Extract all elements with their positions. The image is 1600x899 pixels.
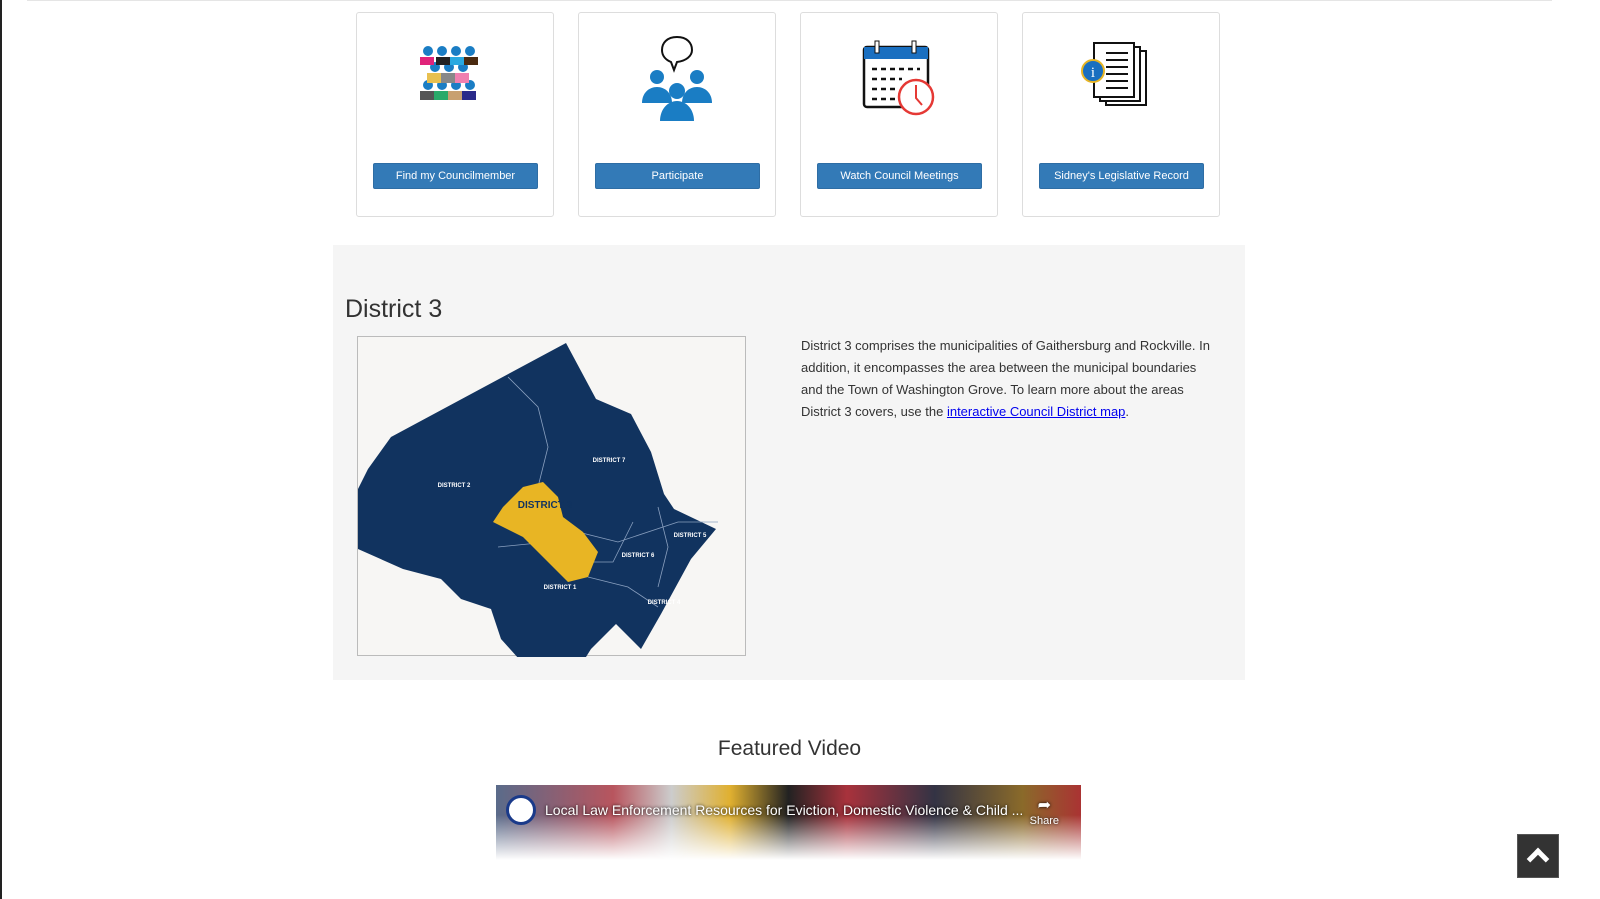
document-info-icon: i (1081, 42, 1147, 106)
share-button[interactable]: ➦ Share (1030, 795, 1059, 827)
council-district-map-link[interactable]: interactive Council District map (946, 404, 1126, 419)
people-group-icon (420, 46, 478, 100)
description-end: . (1125, 404, 1130, 419)
calendar-clock-icon (862, 40, 935, 116)
card-legislative-record: i Sidney's Legislative Record (1022, 12, 1220, 217)
map-label-district-7: DISTRICT 7 (593, 458, 626, 464)
featured-video-heading: Featured Video (717, 737, 862, 760)
map-label-district-4: DISTRICT 4 (648, 600, 681, 606)
map-label-district-6: DISTRICT 6 (622, 553, 655, 559)
district-map: DISTRICT 2 DISTRICT 7 DISTRICT 5 DISTRIC… (348, 336, 746, 684)
video-embed[interactable]: Local Law Enforcement Resources for Evic… (496, 785, 1081, 860)
map-label-district-2: DISTRICT 2 (438, 483, 471, 489)
map-label-district-1: DISTRICT 1 (544, 585, 577, 591)
channel-seal-icon[interactable] (506, 795, 536, 825)
district-description: District 3 comprises the municipalities … (801, 335, 1221, 423)
share-arrow-icon: ➦ (1037, 797, 1052, 814)
participate-people-speech-icon (642, 35, 712, 121)
card-participate: Participate (578, 12, 776, 217)
district-3-highlight (493, 482, 598, 582)
chevron-up-icon (1526, 847, 1550, 871)
share-label: Share (1029, 815, 1059, 827)
legislative-record-button[interactable]: Sidney's Legislative Record (1039, 163, 1204, 189)
card-find-councilmember: Find my Councilmember (356, 12, 554, 217)
svg-text:i: i (1091, 65, 1095, 81)
participate-button[interactable]: Participate (595, 163, 760, 189)
card-watch-meetings: Watch Council Meetings (800, 12, 998, 217)
map-label-district-3: DISTRICT 3 (518, 500, 573, 511)
map-label-district-5: DISTRICT 5 (674, 533, 707, 539)
district-panel: District 3 DISTRICT 2 DISTRICT 7 DISTRIC… (333, 245, 1245, 684)
find-councilmember-button[interactable]: Find my Councilmember (373, 163, 538, 189)
back-to-top-button[interactable] (1517, 834, 1559, 878)
watch-meetings-button[interactable]: Watch Council Meetings (817, 163, 982, 189)
top-divider (27, 0, 1552, 1)
description-text: District 3 comprises the municipalities … (801, 338, 1210, 419)
district-title: District 3 (345, 295, 443, 323)
video-title[interactable]: Local Law Enforcement Resources for Evic… (545, 802, 1024, 818)
